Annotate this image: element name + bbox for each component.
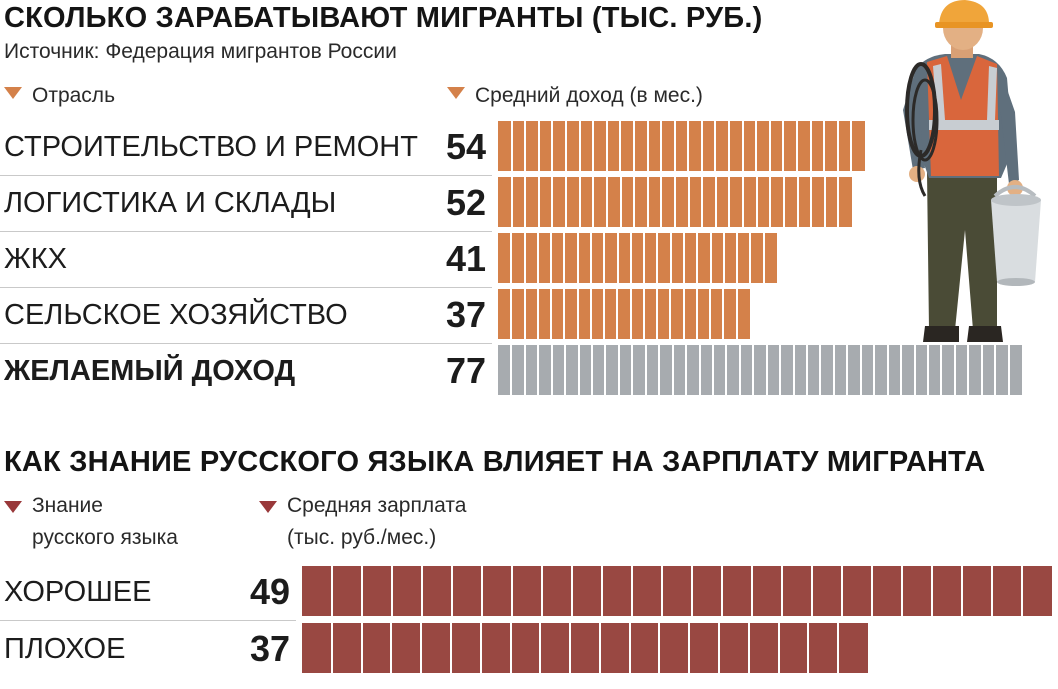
row-divider (0, 620, 296, 621)
income-category-label: ЖКХ (4, 243, 68, 275)
language-value-label: 37 (249, 628, 290, 669)
chart-title-language: КАК ЗНАНИЕ РУССКОГО ЯЗЫКА ВЛИЯЕТ НА ЗАРП… (4, 446, 986, 478)
income-bar (498, 233, 777, 283)
income-category-label: ЖЕЛАЕМЫЙ ДОХОД (4, 355, 296, 387)
language-bar (302, 623, 868, 673)
income-value-label: 54 (445, 126, 486, 167)
language-row: ХОРОШЕЕ 49 (0, 566, 1058, 618)
language-category-label: ПЛОХОЕ (4, 633, 126, 665)
column-header-language-line2: русского языка (32, 526, 178, 549)
triangle-marker-icon (4, 87, 22, 99)
income-row: СТРОИТЕЛЬСТВО И РЕМОНТ 54 (0, 121, 1058, 173)
row-divider (0, 231, 492, 232)
income-category-label: СЕЛЬСКОЕ ХОЗЯЙСТВО (4, 299, 348, 331)
income-bar (498, 289, 750, 339)
income-category-label: СТРОИТЕЛЬСТВО И РЕМОНТ (4, 131, 418, 163)
column-header-industry: Отрасль (4, 80, 115, 112)
column-header-salary-line2: (тыс. руб./мес.) (287, 526, 437, 549)
language-category-label: ХОРОШЕЕ (4, 576, 152, 608)
column-header-industry-text: Отрасль (32, 84, 116, 107)
column-header-language: Знание русского языка (4, 490, 244, 554)
triangle-marker-icon (4, 501, 22, 513)
row-divider (0, 343, 492, 344)
income-row: ЖКХ 41 (0, 233, 1058, 285)
row-divider (0, 175, 492, 176)
triangle-marker-icon (259, 501, 277, 513)
row-divider (0, 287, 492, 288)
chart-title-income: СКОЛЬКО ЗАРАБАТЫВАЮТ МИГРАНТЫ (ТЫС. РУБ.… (4, 2, 763, 34)
income-bar (498, 121, 865, 171)
income-value-label: 37 (445, 294, 486, 335)
income-bar (498, 345, 1022, 395)
income-value-label: 77 (445, 350, 486, 391)
column-header-income: Средний доход (в мес.) (447, 80, 703, 112)
language-value-label: 49 (249, 571, 290, 612)
column-header-income-text: Средний доход (в мес.) (475, 84, 703, 107)
income-value-label: 41 (445, 238, 486, 279)
income-value-label: 52 (445, 182, 486, 223)
column-header-salary: Средняя зарплата (тыс. руб./мес.) (259, 490, 559, 554)
language-row: ПЛОХОЕ 37 (0, 623, 1058, 675)
triangle-marker-icon (447, 87, 465, 99)
income-row: ЖЕЛАЕМЫЙ ДОХОД 77 (0, 345, 1058, 397)
income-row: ЛОГИСТИКА И СКЛАДЫ 52 (0, 177, 1058, 229)
language-bar (302, 566, 1052, 616)
construction-worker-icon (903, 0, 1041, 342)
column-header-language-line1: Знание (32, 494, 103, 517)
income-category-label: ЛОГИСТИКА И СКЛАДЫ (4, 187, 337, 219)
chart-source: Источник: Федерация мигрантов России (4, 40, 397, 63)
column-header-salary-line1: Средняя зарплата (287, 494, 467, 517)
income-row: СЕЛЬСКОЕ ХОЗЯЙСТВО 37 (0, 289, 1058, 341)
income-bar (498, 177, 852, 227)
